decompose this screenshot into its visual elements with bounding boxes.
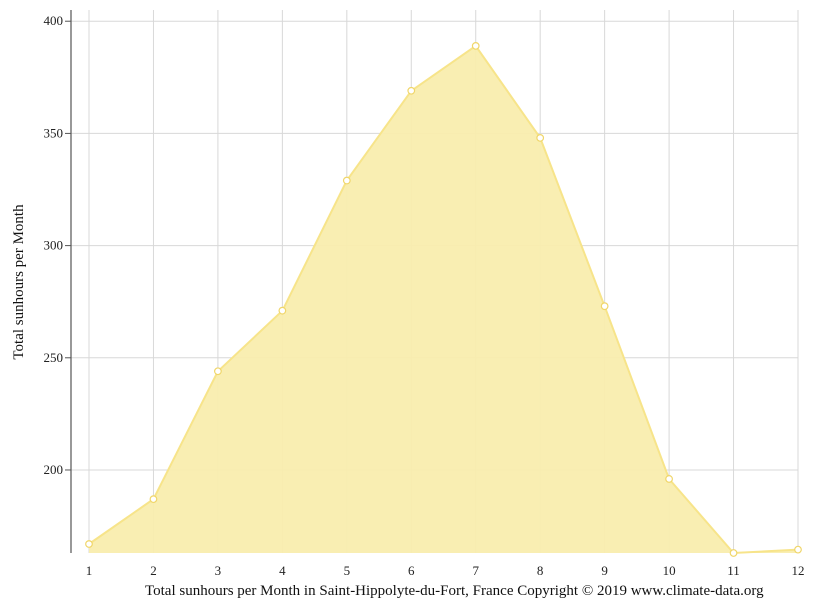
data-point	[407, 86, 416, 95]
data-point	[665, 475, 673, 483]
x-tick-label: 1	[86, 563, 93, 578]
data-point	[342, 176, 351, 185]
x-tick-label: 10	[663, 563, 676, 578]
x-tick-label: 8	[537, 563, 544, 578]
data-point	[85, 540, 93, 548]
y-tick-label: 250	[44, 350, 64, 365]
y-axis-title: Total sunhours per Month	[11, 204, 27, 360]
x-tick-label: 3	[215, 563, 222, 578]
y-tick-label: 400	[44, 13, 64, 28]
x-tick-label: 11	[727, 563, 740, 578]
x-tick-label: 5	[344, 563, 351, 578]
x-tick-label: 6	[408, 563, 415, 578]
data-points	[85, 42, 802, 557]
x-tick-label: 9	[601, 563, 608, 578]
axes	[65, 10, 72, 553]
chart-caption: Total sunhours per Month in Saint-Hippol…	[145, 583, 764, 599]
data-point	[536, 133, 545, 142]
x-tick-label: 2	[150, 563, 157, 578]
data-point	[729, 549, 738, 557]
data-point	[278, 306, 287, 315]
y-tick-label: 300	[44, 238, 64, 253]
series-area-fill	[89, 45, 798, 554]
x-tick-label: 4	[279, 563, 286, 578]
series-line	[88, 44, 799, 555]
data-point	[471, 42, 480, 50]
x-tick-label: 12	[792, 563, 805, 578]
data-point	[214, 367, 222, 376]
data-point	[149, 495, 158, 504]
data-point	[600, 302, 609, 311]
y-tick-label: 350	[44, 125, 64, 140]
x-tick-label: 7	[472, 563, 479, 578]
y-tick-label: 200	[44, 462, 64, 477]
data-point	[794, 545, 802, 554]
